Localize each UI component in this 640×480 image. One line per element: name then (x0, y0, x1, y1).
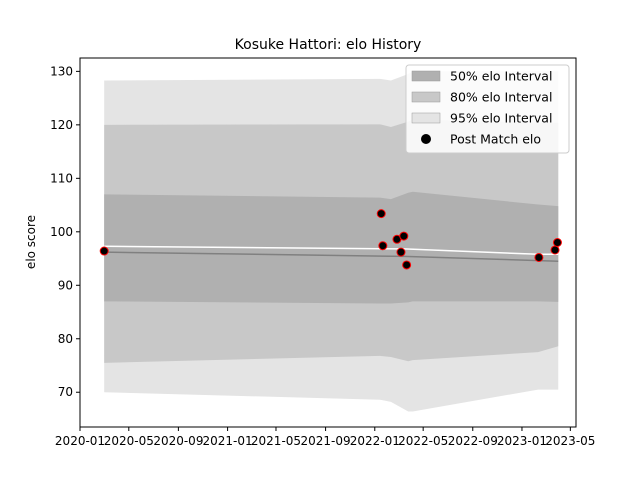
post-match-elo-point (99, 246, 109, 256)
y-tick-label: 130 (50, 64, 73, 78)
y-tick-label: 70 (58, 385, 73, 399)
legend-label: 95% elo Interval (450, 111, 552, 126)
x-tick-label: 2022-09 (448, 434, 498, 448)
post-match-elo-point (550, 245, 560, 255)
y-tick-label: 100 (50, 225, 73, 239)
chart-title: Kosuke Hattori: elo History (235, 37, 422, 53)
legend-label: 50% elo Interval (450, 69, 552, 84)
x-tick-label: 2022-05 (398, 434, 448, 448)
post-match-elo-point (378, 241, 388, 251)
post-match-elo-point (396, 247, 406, 257)
legend-label: Post Match elo (450, 132, 541, 147)
y-tick-label: 80 (58, 332, 73, 346)
legend-label: 80% elo Interval (450, 90, 552, 105)
post-match-elo-point (552, 238, 562, 247)
x-tick-label: 2022-01 (350, 434, 400, 448)
axes-frame (79, 57, 577, 428)
x-tick-label: 2023-01 (497, 434, 547, 448)
x-tick-label: 2021-01 (203, 434, 253, 448)
y-tick-label: 120 (50, 118, 73, 132)
legend-marker (421, 134, 431, 144)
x-tick-label: 2020-09 (153, 434, 203, 448)
post-match-elo-point (402, 260, 412, 270)
legend-box (405, 64, 570, 154)
x-tick-label: 2021-05 (251, 434, 301, 448)
post-match-elo-point (399, 231, 409, 241)
y-tick-label: 110 (50, 171, 73, 185)
y-axis-label: elo score (24, 215, 38, 269)
legend-swatch (411, 91, 441, 103)
plot-area (99, 71, 562, 412)
x-tick-label: 2021-09 (301, 434, 351, 448)
x-tick-label: 2020-05 (104, 434, 154, 448)
y-tick-label: 90 (58, 278, 73, 292)
legend-swatch (411, 70, 441, 82)
mean-elo-line (104, 245, 559, 256)
x-tick-label: 2023-05 (545, 434, 595, 448)
x-tick-label: 2020-01 (55, 434, 105, 448)
post-match-elo-point (376, 209, 386, 219)
legend-swatch (411, 112, 441, 124)
median-elo-line (104, 251, 559, 262)
legend: 50% elo Interval 80% elo Interval 95% elo … (405, 64, 570, 154)
post-match-elo-point (534, 252, 544, 262)
